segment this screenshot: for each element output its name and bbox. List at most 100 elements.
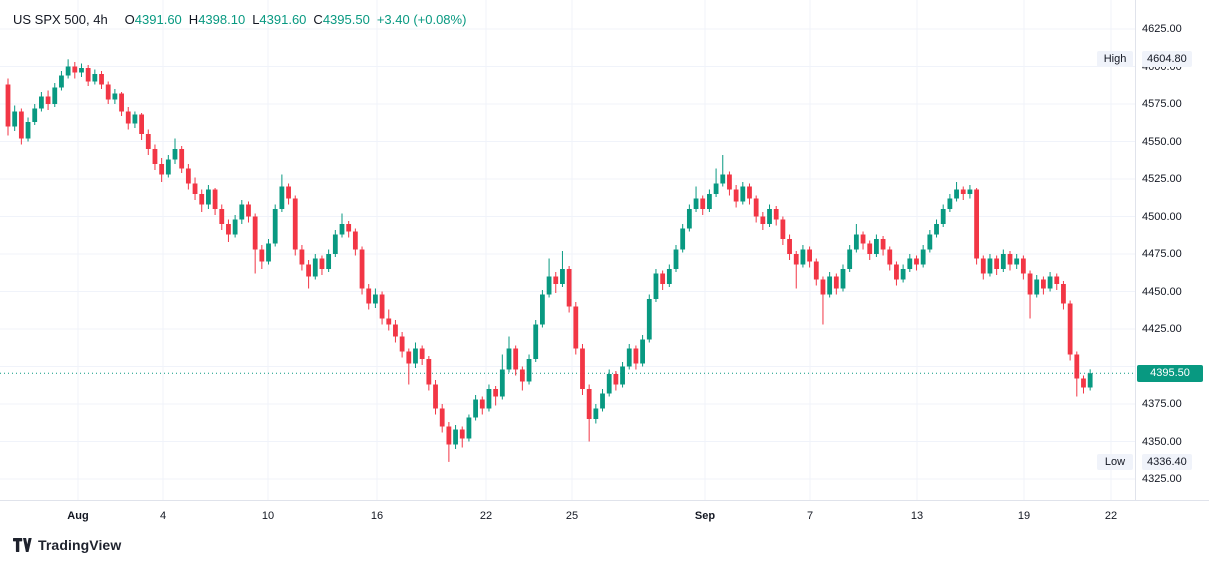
candle[interactable] <box>493 389 499 397</box>
candle[interactable] <box>680 228 686 250</box>
candle[interactable] <box>880 239 886 250</box>
candle[interactable] <box>954 189 959 199</box>
candle[interactable] <box>246 204 251 217</box>
candle[interactable] <box>733 189 739 202</box>
candle[interactable] <box>479 399 485 409</box>
candle[interactable] <box>299 249 305 265</box>
candle[interactable] <box>780 219 786 240</box>
candle[interactable] <box>967 189 973 195</box>
candle[interactable] <box>12 111 18 127</box>
candle[interactable] <box>32 108 38 123</box>
candle[interactable] <box>586 389 592 419</box>
candle[interactable] <box>413 348 418 364</box>
candle[interactable] <box>753 198 759 217</box>
candle[interactable] <box>446 426 452 445</box>
candle[interactable] <box>39 96 44 109</box>
candle[interactable] <box>165 159 171 175</box>
candle[interactable] <box>707 194 712 209</box>
candle[interactable] <box>272 209 278 244</box>
candle[interactable] <box>172 149 178 160</box>
candle[interactable] <box>105 84 111 100</box>
candle[interactable] <box>219 209 225 224</box>
candle[interactable] <box>306 264 311 277</box>
candle[interactable] <box>526 359 532 382</box>
candle[interactable] <box>747 186 752 199</box>
candle[interactable] <box>1067 303 1073 355</box>
candle[interactable] <box>199 194 205 205</box>
candle[interactable] <box>386 318 392 325</box>
candle[interactable] <box>807 249 812 262</box>
candle[interactable] <box>540 294 545 325</box>
candle[interactable] <box>266 243 271 262</box>
candle[interactable] <box>112 93 118 100</box>
candle[interactable] <box>373 294 378 304</box>
price-axis[interactable]: 4625.004600.004575.004550.004525.004500.… <box>1135 0 1209 500</box>
candle[interactable] <box>1081 378 1086 388</box>
candle[interactable] <box>894 264 899 280</box>
candle[interactable] <box>646 299 652 340</box>
candle[interactable] <box>553 276 559 285</box>
candle[interactable] <box>159 164 165 175</box>
candle[interactable] <box>1034 279 1040 295</box>
candle[interactable] <box>600 393 605 409</box>
candle[interactable] <box>92 74 98 82</box>
candle[interactable] <box>573 306 579 349</box>
candle[interactable] <box>994 258 1000 270</box>
candle[interactable] <box>793 254 799 265</box>
candle[interactable] <box>332 234 338 255</box>
candle[interactable] <box>767 209 772 224</box>
time-axis[interactable]: Aug 4 10 16 22 25 Sep 7 13 19 22 <box>0 500 1209 565</box>
candle[interactable] <box>506 348 512 370</box>
candle[interactable] <box>787 239 792 254</box>
candle[interactable] <box>947 198 953 210</box>
tradingview-logo[interactable]: TradingView <box>13 537 121 553</box>
candle[interactable] <box>593 408 599 420</box>
candle[interactable] <box>900 269 906 280</box>
candle[interactable] <box>1054 276 1060 285</box>
candle[interactable] <box>1027 273 1033 295</box>
candle[interactable] <box>820 279 826 295</box>
candle[interactable] <box>934 224 939 235</box>
symbol-title[interactable]: US SPX 500, 4h <box>13 12 108 27</box>
candle[interactable] <box>312 258 318 277</box>
candle[interactable] <box>252 216 258 250</box>
candle[interactable] <box>847 249 853 270</box>
candle[interactable] <box>5 84 11 127</box>
candle[interactable] <box>79 68 84 73</box>
candle[interactable] <box>99 74 104 85</box>
candle[interactable] <box>727 174 732 190</box>
candle[interactable] <box>286 186 291 199</box>
candle[interactable] <box>473 399 478 418</box>
candle[interactable] <box>720 174 726 184</box>
candle[interactable] <box>927 234 933 250</box>
candle[interactable] <box>45 96 51 105</box>
candle[interactable] <box>827 276 833 295</box>
candle[interactable] <box>426 359 432 385</box>
candle[interactable] <box>700 198 706 210</box>
candle[interactable] <box>1074 354 1080 379</box>
candle[interactable] <box>406 351 412 364</box>
candle[interactable] <box>239 204 245 220</box>
candle[interactable] <box>940 209 946 224</box>
candle[interactable] <box>132 114 138 124</box>
candle[interactable] <box>887 249 893 265</box>
candle[interactable] <box>145 134 151 149</box>
candle[interactable] <box>533 324 539 360</box>
candle[interactable] <box>974 189 979 259</box>
candle[interactable] <box>1014 258 1020 265</box>
candle[interactable] <box>152 149 158 164</box>
candle[interactable] <box>914 258 919 265</box>
candle[interactable] <box>459 429 465 439</box>
candle[interactable] <box>379 294 385 319</box>
candle[interactable] <box>466 417 472 439</box>
candle[interactable] <box>499 369 505 397</box>
candle[interactable] <box>319 258 325 270</box>
candle[interactable] <box>179 149 185 169</box>
candle[interactable] <box>546 276 552 295</box>
candle[interactable] <box>139 114 144 135</box>
candle[interactable] <box>867 243 873 255</box>
candle[interactable] <box>1041 279 1046 289</box>
candle[interactable] <box>433 384 438 409</box>
candle[interactable] <box>840 269 846 289</box>
candle[interactable] <box>292 198 298 250</box>
